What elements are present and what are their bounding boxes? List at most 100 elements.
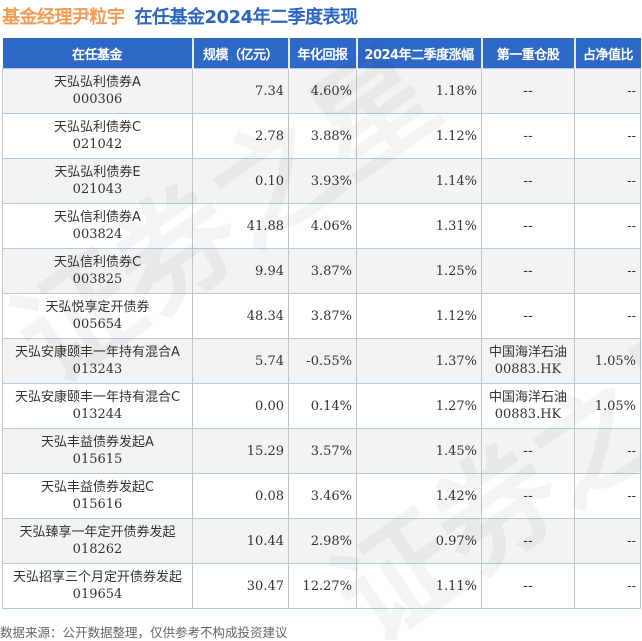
fund-scale: 0.10 [192, 158, 289, 204]
table-row: 天弘信利债券C 003825 9.94 3.87% 1.25% -- -- [2, 248, 641, 294]
annual-return: 3.88% [288, 113, 357, 159]
top-stock-cell: -- [481, 203, 575, 249]
fund-code: 021042 [72, 137, 123, 152]
fund-code: 013244 [72, 407, 123, 422]
fund-scale: 7.34 [192, 68, 289, 114]
table-row: 天弘安康颐丰一年持有混合C 013244 0.00 0.14% 1.27% 中国海洋石油 0… [2, 383, 641, 429]
fund-name: 天弘丰益债券发起C [40, 480, 155, 495]
fund-name: 天弘弘利债券A [54, 75, 141, 90]
top-stock-cell: 中国海洋石油 00883.HK [481, 338, 575, 384]
q2-change: 1.42% [356, 473, 482, 519]
fund-name: 天弘悦享定开债券 [45, 300, 150, 315]
fund-name: 天弘臻享一年定开债券发起 [19, 525, 176, 540]
fund-name-cell: 天弘安康颐丰一年持有混合C 013244 [2, 383, 193, 429]
nav-ratio: -- [574, 473, 641, 519]
q2-change: 1.12% [356, 113, 482, 159]
q2-change: 1.25% [356, 248, 482, 294]
fund-name-cell: 天弘弘利债券A 000306 [2, 68, 193, 114]
fund-name: 天弘招享三个月定开债券发起 [12, 570, 182, 585]
q2-change: 1.18% [356, 68, 482, 114]
fund-scale: 15.29 [192, 428, 289, 474]
fund-code: 000306 [72, 92, 123, 107]
annual-return: 4.60% [288, 68, 357, 114]
top-stock-code: 00883.HK [494, 362, 562, 377]
q2-change: 1.45% [356, 428, 482, 474]
report-subtitle: 在任基金2024年二季度表现 [134, 7, 359, 28]
table-row: 天弘丰益债券发起A 015615 15.29 3.57% 1.45% -- -- [2, 428, 641, 474]
fund-scale: 2.78 [192, 113, 289, 159]
fund-name: 天弘信利债券C [53, 255, 142, 270]
nav-ratio: 1.05% [574, 383, 641, 429]
fund-name: 天弘安康颐丰一年持有混合C [14, 390, 181, 405]
q2-change: 1.11% [356, 563, 482, 609]
fund-code: 015615 [72, 452, 123, 467]
top-stock-cell: -- [481, 293, 575, 339]
fund-scale: 0.00 [192, 383, 289, 429]
fund-scale: 41.88 [192, 203, 289, 249]
header-q2-change: 2024年二季度涨幅 [355, 38, 483, 69]
header-scale: 规模（亿元） [191, 38, 290, 69]
annual-return: 3.57% [288, 428, 357, 474]
table-row: 天弘弘利债券C 021042 2.78 3.88% 1.12% -- -- [2, 113, 641, 159]
header-top-stock: 第一重仓股 [480, 38, 576, 69]
header-nav-ratio: 占净值比 [573, 38, 641, 69]
top-stock-name: -- [523, 263, 533, 279]
fund-scale: 0.08 [192, 473, 289, 519]
top-stock-cell: -- [481, 473, 575, 519]
top-stock-cell: 中国海洋石油 00883.HK [481, 383, 575, 429]
q2-change: 1.37% [356, 338, 482, 384]
top-stock-name: -- [523, 173, 533, 189]
fund-name-cell: 天弘信利债券A 003824 [2, 203, 193, 249]
fund-name: 天弘信利债券A [54, 210, 141, 225]
fund-name-cell: 天弘丰益债券发起A 015615 [2, 428, 193, 474]
table-row: 天弘信利债券A 003824 41.88 4.06% 1.31% -- -- [2, 203, 641, 249]
fund-code: 003825 [72, 272, 123, 287]
top-stock-name: 中国海洋石油 [488, 390, 567, 405]
fund-scale: 5.74 [192, 338, 289, 384]
top-stock-name: -- [523, 443, 533, 459]
table-row: 天弘安康颐丰一年持有混合A 013243 5.74 -0.55% 1.37% 中国海洋石油… [2, 338, 641, 384]
fund-name-cell: 天弘悦享定开债券 005654 [2, 293, 193, 339]
fund-name-cell: 天弘臻享一年定开债券发起 018262 [2, 518, 193, 564]
annual-return: 3.46% [288, 473, 357, 519]
top-stock-cell: -- [481, 68, 575, 114]
fund-code: 003824 [72, 227, 123, 242]
fund-code: 013243 [72, 362, 123, 377]
top-stock-cell: -- [481, 158, 575, 204]
q2-change: 0.97% [356, 518, 482, 564]
table-row: 天弘臻享一年定开债券发起 018262 10.44 2.98% 0.97% -- -- [2, 518, 641, 564]
table-row: 天弘招享三个月定开债券发起 019654 30.47 12.27% 1.11% -- -- [2, 563, 641, 609]
header-fund: 在任基金 [2, 38, 194, 69]
fund-code: 005654 [72, 317, 123, 332]
annual-return: 2.98% [288, 518, 357, 564]
q2-change: 1.31% [356, 203, 482, 249]
manager-title: 基金经理尹粒宇 [2, 7, 125, 28]
top-stock-cell: -- [481, 563, 575, 609]
top-stock-name: -- [523, 578, 533, 594]
fund-name-cell: 天弘招享三个月定开债券发起 019654 [2, 563, 193, 609]
annual-return: -0.55% [288, 338, 357, 384]
annual-return: 3.93% [288, 158, 357, 204]
annual-return: 4.06% [288, 203, 357, 249]
fund-code: 021043 [72, 182, 123, 197]
nav-ratio: -- [574, 518, 641, 564]
annual-return: 3.87% [288, 293, 357, 339]
fund-scale: 30.47 [192, 563, 289, 609]
top-stock-cell: -- [481, 113, 575, 159]
table-header-row: 在任基金 规模（亿元） 年化回报 2024年二季度涨幅 第一重仓股 占净值比 [2, 38, 641, 69]
table-row: 天弘悦享定开债券 005654 48.34 3.87% 1.12% -- -- [2, 293, 641, 339]
top-stock-name: -- [523, 128, 533, 144]
q2-change: 1.12% [356, 293, 482, 339]
nav-ratio: -- [574, 563, 641, 609]
nav-ratio: -- [574, 113, 641, 159]
nav-ratio: -- [574, 293, 641, 339]
top-stock-name: 中国海洋石油 [488, 345, 567, 360]
top-stock-cell: -- [481, 428, 575, 474]
fund-name-cell: 天弘弘利债券C 021042 [2, 113, 193, 159]
fund-name: 天弘弘利债券C [53, 120, 142, 135]
data-source-note: 数据来源：公开数据整理，仅供参考不构成投资建议 [0, 625, 288, 640]
top-stock-name: -- [523, 308, 533, 324]
table-row: 天弘弘利债券A 000306 7.34 4.60% 1.18% -- -- [2, 68, 641, 114]
top-stock-code: 00883.HK [494, 407, 562, 422]
annual-return: 12.27% [288, 563, 357, 609]
